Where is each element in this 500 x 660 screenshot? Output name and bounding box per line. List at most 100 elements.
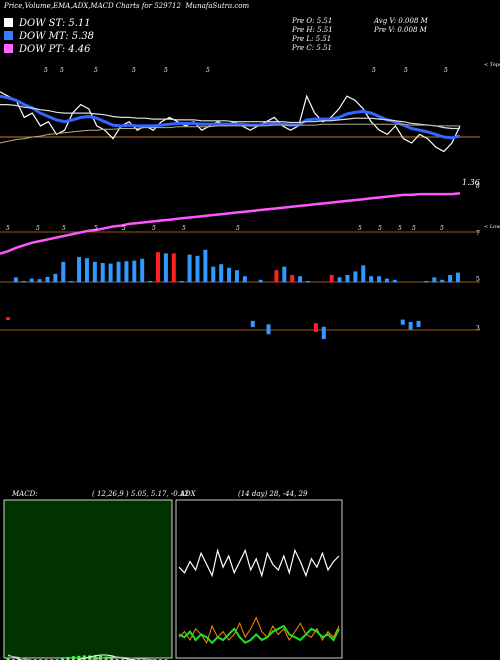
volume-bar xyxy=(290,275,295,283)
macd-hist-bar xyxy=(77,655,81,660)
low-mark: 5 xyxy=(378,225,382,232)
volume-bar xyxy=(132,260,137,283)
top-mark: 5 xyxy=(404,67,408,74)
low-mark: 5 xyxy=(358,225,362,232)
macd-hist-bar xyxy=(71,656,75,660)
price-series-3 xyxy=(0,123,460,144)
legend-pt: DOW PT: 4.46 xyxy=(4,44,91,55)
low-mark: 5 xyxy=(182,225,186,232)
volume-bar xyxy=(53,273,58,283)
volume-tick: 7 xyxy=(476,230,480,237)
volume-bar xyxy=(408,322,413,330)
top-mark: 5 xyxy=(164,67,168,74)
chart-title: Price,Volume,EMA,ADX,MACD Charts for 529… xyxy=(4,2,250,10)
volume-bar xyxy=(21,281,26,283)
volume-bar xyxy=(242,276,247,283)
low-mark: 5 xyxy=(62,225,66,232)
volume-bar xyxy=(337,277,342,283)
volume-bar xyxy=(179,281,184,283)
low-mark: 5 xyxy=(412,225,416,232)
volume-bar xyxy=(416,320,421,328)
volume-bar xyxy=(266,324,271,335)
volume-bar xyxy=(69,281,74,283)
volume-bar xyxy=(187,254,192,283)
low-mark: 5 xyxy=(122,225,126,232)
volume-bar xyxy=(345,275,350,283)
volume-bar xyxy=(432,277,437,283)
price-series-1 xyxy=(0,94,461,140)
macd-params: ( 12,26,9 ) 5.05, 5.17, -0.12 xyxy=(92,490,189,498)
volume-bar xyxy=(108,263,113,283)
adx-title: ADX xyxy=(180,490,196,498)
low-mark: 5 xyxy=(398,225,402,232)
volume-stats: Avg V: 0.008 M Pre V: 0.008 M xyxy=(374,17,428,34)
volume-bar xyxy=(361,265,366,283)
volume-bar xyxy=(219,264,224,283)
adx-params: (14 day) 28, -44, 29 xyxy=(238,490,308,498)
low-mark: 5 xyxy=(36,225,40,232)
volume-bar xyxy=(424,281,429,283)
volume-bar xyxy=(400,319,405,325)
volume-bar xyxy=(77,257,82,283)
volume-bar xyxy=(392,279,397,283)
value-label: 1.36 xyxy=(462,178,480,187)
volume-bar xyxy=(227,267,232,283)
macd-hist-bar xyxy=(60,658,64,660)
volume-bar xyxy=(116,261,121,283)
macd-frame xyxy=(3,499,173,659)
adx-series-2 xyxy=(178,624,340,645)
volume-bar xyxy=(100,263,105,283)
low-mark: 5 xyxy=(94,225,98,232)
volume-bar xyxy=(274,270,279,283)
low-mark: 5 xyxy=(236,225,240,232)
volume-bar xyxy=(29,278,34,283)
volume-tick: 3 xyxy=(476,325,480,332)
price-series-4 xyxy=(0,191,461,255)
volume-bar xyxy=(321,326,326,340)
volume-bar xyxy=(298,276,303,283)
top-mark: 5 xyxy=(206,67,210,74)
volume-bar xyxy=(440,279,445,283)
low-mark: 5 xyxy=(152,225,156,232)
tops-label: < Tops xyxy=(484,62,500,68)
volume-bar xyxy=(353,271,358,283)
low-mark: 5 xyxy=(6,225,10,232)
pre-stats: Pre O: 5.51 Pre H: 5.51 Pre L: 5.51 Pre … xyxy=(292,17,333,52)
axis-tick: 8 xyxy=(476,183,480,190)
volume-bar xyxy=(306,281,310,283)
macd-title: MACD: xyxy=(12,490,38,498)
volume-bar xyxy=(456,272,460,283)
volume-bar xyxy=(195,255,200,283)
volume-bar xyxy=(13,277,18,283)
volume-bar xyxy=(84,258,89,283)
top-mark: 5 xyxy=(44,67,48,74)
adx-series-0 xyxy=(178,548,340,578)
volume-bar xyxy=(258,279,263,283)
volume-bar xyxy=(156,252,160,283)
volume-bar xyxy=(377,276,382,283)
volume-bar xyxy=(329,275,334,283)
volume-bar xyxy=(171,253,176,283)
volume-bar xyxy=(203,249,208,283)
top-mark: 5 xyxy=(444,67,448,74)
volume-bar xyxy=(211,266,216,283)
macd-hist-bar xyxy=(104,656,108,660)
macd-signal-line xyxy=(7,655,158,660)
volume-bar xyxy=(6,317,10,320)
adx-frame xyxy=(175,499,343,659)
macd-hist-bar xyxy=(66,657,70,660)
volume-bar xyxy=(45,276,50,283)
volume-bar xyxy=(140,258,145,283)
volume-bar xyxy=(37,279,42,283)
legend-mt: DOW MT: 5.38 xyxy=(4,31,94,42)
volume-bar xyxy=(369,276,374,283)
volume-bar xyxy=(148,281,153,283)
volume-bar xyxy=(282,266,287,283)
low-mark: 5 xyxy=(440,225,444,232)
price-series-2 xyxy=(0,103,460,130)
legend-st: DOW ST: 5.11 xyxy=(4,18,91,29)
volume-tick: 5 xyxy=(476,276,480,283)
top-mark: 5 xyxy=(94,67,98,74)
lows-label: < Lows xyxy=(484,224,500,230)
